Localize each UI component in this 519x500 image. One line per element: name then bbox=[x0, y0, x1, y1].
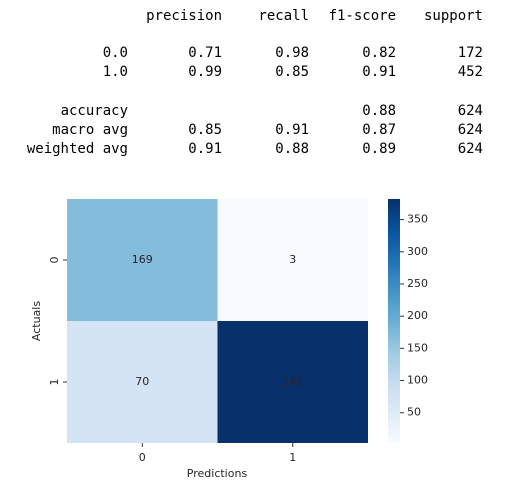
colorbar-tick-label: 150 bbox=[407, 341, 428, 354]
heatmap-cell bbox=[67, 321, 218, 443]
colorbar-tick-label: 100 bbox=[407, 374, 428, 387]
report-row-label: weighted avg bbox=[27, 141, 128, 157]
report-cell: 0.91 bbox=[362, 64, 396, 80]
report-cell: 624 bbox=[458, 103, 483, 119]
report-cell: 624 bbox=[458, 122, 483, 138]
report-cell: 0.85 bbox=[188, 122, 222, 138]
y-tick-label: 0 bbox=[48, 257, 61, 264]
colorbar-tick-label: 300 bbox=[407, 245, 428, 258]
cell-annotation: 169 bbox=[132, 253, 153, 266]
report-header: support bbox=[424, 8, 483, 24]
report-row-label: macro avg bbox=[52, 122, 128, 138]
report-row-label: 0.0 bbox=[103, 45, 128, 61]
y-tick-label: 1 bbox=[48, 379, 61, 386]
x-tick-label: 1 bbox=[289, 451, 296, 464]
colorbar-tick-label: 200 bbox=[407, 309, 428, 322]
report-header: recall bbox=[258, 8, 309, 24]
report-cell: 0.91 bbox=[188, 141, 222, 157]
report-row-label: 1.0 bbox=[103, 64, 128, 80]
report-cell: 0.82 bbox=[362, 45, 396, 61]
report-cell: 172 bbox=[458, 45, 483, 61]
report-header: precision bbox=[146, 8, 222, 24]
colorbar-tick-label: 250 bbox=[407, 277, 428, 290]
heatmap-cell bbox=[67, 199, 218, 321]
colorbar-tick-label: 50 bbox=[407, 406, 421, 419]
colorbar-tick-label: 350 bbox=[407, 213, 428, 226]
report-cell: 0.99 bbox=[188, 64, 222, 80]
report-cell: 0.88 bbox=[275, 141, 309, 157]
cell-annotation: 3 bbox=[289, 253, 296, 266]
report-cell: 0.89 bbox=[362, 141, 396, 157]
heatmap-cell bbox=[217, 321, 368, 443]
heatmap-cell bbox=[217, 199, 368, 321]
colorbar bbox=[388, 199, 400, 443]
cell-annotation: 70 bbox=[135, 375, 149, 388]
report-cell: 624 bbox=[458, 141, 483, 157]
x-tick-label: 0 bbox=[139, 451, 146, 464]
report-cell: 0.88 bbox=[362, 103, 396, 119]
report-header: f1-score bbox=[329, 8, 396, 24]
report-cell: 0.87 bbox=[362, 122, 396, 138]
report-row-label: accuracy bbox=[61, 103, 128, 119]
y-axis-label: Actuals bbox=[30, 301, 43, 341]
report-cell: 0.85 bbox=[275, 64, 309, 80]
x-axis-label: Predictions bbox=[187, 467, 248, 480]
report-cell: 452 bbox=[458, 64, 483, 80]
cell-annotation: 382 bbox=[282, 375, 303, 388]
report-cell: 0.98 bbox=[275, 45, 309, 61]
report-cell: 0.71 bbox=[188, 45, 222, 61]
report-cell: 0.91 bbox=[275, 122, 309, 138]
